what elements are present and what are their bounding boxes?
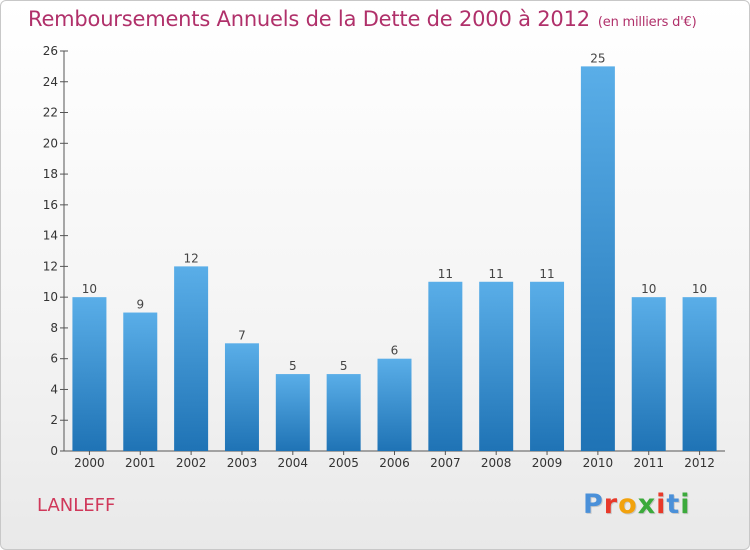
bar-2001 — [123, 312, 158, 451]
x-tick-label-2003: 2003 — [227, 456, 258, 470]
chart-unit: (en milliers d'€) — [597, 15, 697, 30]
x-tick-label-2006: 2006 — [379, 456, 410, 470]
brand-letter: P — [583, 489, 604, 520]
brand-letter: i — [656, 489, 667, 520]
data-label-2008: 11 — [489, 267, 504, 281]
data-label-2001: 9 — [136, 298, 144, 312]
bar-2012 — [682, 297, 717, 451]
bar-2010 — [580, 66, 615, 451]
brand-letter: o — [618, 489, 638, 520]
data-label-2002: 12 — [183, 251, 198, 265]
y-tick-label: 0 — [50, 444, 58, 458]
x-tick-label-2010: 2010 — [583, 456, 614, 470]
brand-letter: r — [603, 489, 619, 520]
data-label-2012: 10 — [692, 282, 707, 296]
data-label-2011: 10 — [641, 282, 656, 296]
bar-2002 — [174, 266, 209, 451]
y-tick-label: 14 — [43, 229, 58, 243]
brand-letter: t — [666, 489, 681, 520]
bar-2003 — [224, 343, 259, 451]
bar-2009 — [530, 281, 565, 451]
chart-title-text: Remboursements Annuels de la Dette de 20… — [28, 7, 590, 31]
data-label-2006: 6 — [391, 344, 399, 358]
x-tick-label-2005: 2005 — [328, 456, 359, 470]
brand-letter: x — [637, 489, 657, 520]
y-tick-label: 22 — [43, 106, 58, 120]
x-tick-label-2007: 2007 — [430, 456, 461, 470]
commune-name: LANLEFF — [37, 495, 116, 516]
y-tick-label: 20 — [43, 136, 58, 150]
data-label-2005: 5 — [340, 359, 348, 373]
chart-title: Remboursements Annuels de la Dette de 20… — [28, 7, 697, 31]
x-tick-label-2001: 2001 — [125, 456, 156, 470]
data-label-2000: 10 — [82, 282, 97, 296]
data-label-2004: 5 — [289, 359, 297, 373]
x-tick-label-2002: 2002 — [176, 456, 207, 470]
x-tick-label-2012: 2012 — [684, 456, 715, 470]
chart-bars: 10 9 12 7 5 5 6 11 11 11 25 10 10 — [72, 51, 717, 451]
y-tick-label: 8 — [50, 321, 58, 335]
bar-2005 — [326, 374, 361, 451]
data-label-2009: 11 — [539, 267, 554, 281]
brand-letter: i — [680, 489, 691, 520]
y-tick-label: 24 — [43, 75, 58, 89]
bar-2006 — [377, 358, 412, 451]
data-label-2003: 7 — [238, 328, 246, 342]
bar-2007 — [428, 281, 463, 451]
proxiti-logo[interactable]: Proxiti — [583, 489, 691, 520]
y-tick-label: 6 — [50, 352, 58, 366]
bar-2011 — [631, 297, 666, 451]
bar-2008 — [479, 281, 514, 451]
bar-2000 — [72, 297, 107, 451]
x-tick-label-2000: 2000 — [74, 456, 105, 470]
y-tick-label: 18 — [43, 167, 58, 181]
y-tick-label: 10 — [43, 290, 58, 304]
x-tick-label-2004: 2004 — [278, 456, 309, 470]
x-tick-label-2009: 2009 — [532, 456, 563, 470]
y-tick-label: 12 — [43, 259, 58, 273]
y-tick-label: 26 — [43, 44, 58, 58]
y-tick-label: 16 — [43, 198, 58, 212]
data-label-2007: 11 — [438, 267, 453, 281]
x-tick-label-2008: 2008 — [481, 456, 512, 470]
y-tick-label: 2 — [50, 413, 58, 427]
bar-2004 — [275, 374, 310, 451]
data-label-2010: 25 — [590, 51, 605, 65]
x-tick-label-2011: 2011 — [633, 456, 664, 470]
y-tick-label: 4 — [50, 382, 58, 396]
